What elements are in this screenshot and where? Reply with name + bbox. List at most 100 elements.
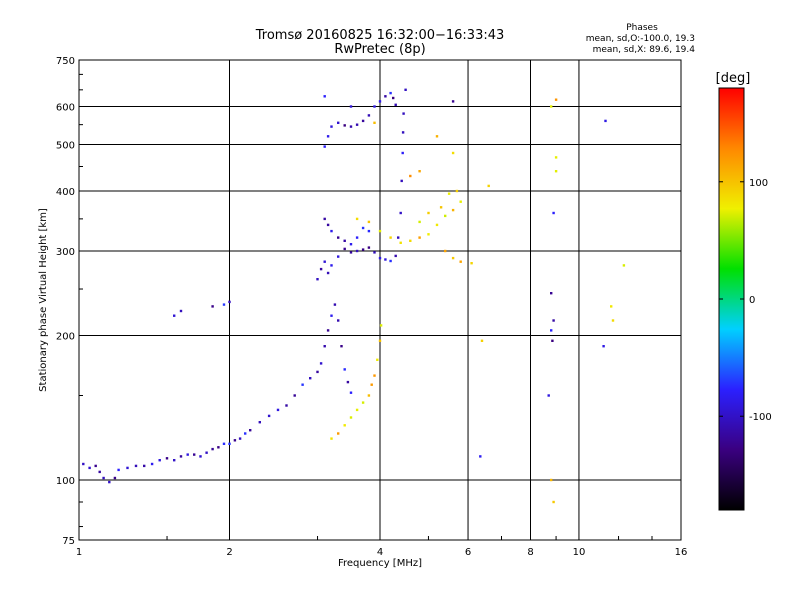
- data-point: [98, 470, 101, 474]
- data-point: [228, 442, 231, 445]
- data-point: [158, 459, 161, 462]
- data-point: [143, 464, 146, 468]
- data-point: [233, 439, 237, 442]
- data-point: [389, 236, 392, 239]
- data-point: [330, 437, 333, 440]
- data-point: [435, 223, 439, 227]
- data-point: [343, 247, 346, 251]
- colorbar-tick-label: -100: [749, 412, 772, 423]
- data-point: [326, 329, 330, 332]
- data-point: [444, 214, 447, 218]
- data-point: [361, 226, 365, 230]
- data-point: [447, 192, 451, 195]
- data-point: [394, 254, 397, 258]
- x-tick-label: 6: [465, 547, 471, 558]
- data-point: [217, 446, 220, 449]
- data-point: [551, 339, 554, 342]
- data-point: [228, 300, 231, 304]
- y-tick-label: 400: [56, 187, 75, 198]
- data-point: [394, 103, 397, 106]
- x-tick-label: 10: [573, 547, 586, 558]
- data-point: [554, 98, 558, 101]
- data-point: [337, 432, 340, 435]
- data-point: [349, 391, 353, 394]
- data-point: [389, 91, 392, 95]
- data-point: [285, 404, 288, 407]
- data-point: [333, 303, 337, 306]
- data-point: [451, 208, 455, 212]
- data-point: [102, 476, 105, 480]
- data-point: [199, 455, 202, 458]
- data-point: [409, 239, 412, 242]
- colorbar-tick-label: 0: [749, 295, 755, 306]
- data-point: [94, 464, 97, 468]
- data-point: [361, 119, 365, 123]
- plot-frame: [78, 59, 682, 541]
- x-axis-ticks: 1 2 4 6 8 10 16: [76, 536, 687, 558]
- data-point: [378, 100, 382, 103]
- data-point: [451, 151, 455, 155]
- data-point: [401, 131, 405, 134]
- data-point: [319, 362, 323, 365]
- data-point: [373, 374, 376, 377]
- data-point: [337, 255, 340, 258]
- y-tick-label: 600: [56, 103, 75, 114]
- y-axis-ticks: 75 100 200 300 400 500 600 750: [56, 56, 83, 547]
- data-point: [267, 414, 271, 418]
- data-point: [367, 229, 371, 233]
- data-point: [409, 174, 412, 178]
- data-point: [610, 305, 613, 308]
- y-axis-label: Stationary phase Virtual Height [km]: [38, 208, 49, 392]
- data-point: [326, 271, 330, 275]
- data-point: [326, 135, 330, 138]
- data-point: [316, 370, 319, 374]
- data-point: [361, 401, 365, 404]
- data-point: [343, 424, 346, 427]
- x-tick-label: 2: [226, 547, 232, 558]
- data-point: [427, 211, 430, 215]
- plot-grid: [79, 60, 681, 540]
- data-point: [349, 243, 353, 246]
- x-tick-label: 1: [76, 547, 82, 558]
- data-point: [402, 112, 405, 115]
- data-point: [343, 239, 346, 242]
- data-point: [400, 179, 403, 183]
- data-point: [392, 96, 395, 100]
- data-point: [179, 455, 183, 458]
- data-point: [238, 437, 242, 440]
- colorbar-ticks: 100 0 -100: [719, 178, 772, 423]
- data-point: [323, 95, 326, 98]
- data-point: [604, 119, 607, 123]
- data-point: [367, 220, 371, 224]
- data-point: [323, 217, 326, 221]
- x-tick-label: 8: [527, 547, 533, 558]
- data-point: [622, 264, 626, 267]
- data-point: [361, 248, 365, 251]
- data-point: [611, 319, 615, 322]
- data-point: [367, 246, 371, 249]
- data-point: [378, 229, 382, 233]
- data-point: [439, 206, 443, 209]
- data-point: [343, 368, 346, 371]
- colorbar: [718, 87, 745, 511]
- data-point: [355, 408, 359, 412]
- y-tick-label: 500: [56, 141, 75, 152]
- data-point: [323, 260, 326, 263]
- data-point: [550, 105, 553, 108]
- data-point: [435, 135, 439, 138]
- data-point: [150, 462, 154, 466]
- data-point: [451, 256, 455, 260]
- data-point: [355, 123, 359, 126]
- data-point: [451, 100, 455, 103]
- data-point: [399, 241, 402, 244]
- data-point: [550, 329, 553, 332]
- data-point: [222, 442, 226, 445]
- x-axis-label: Frequency [MHz]: [338, 558, 422, 569]
- data-point: [404, 88, 407, 91]
- x-tick-label: 4: [377, 547, 383, 558]
- data-point: [418, 220, 421, 224]
- data-point: [367, 394, 371, 397]
- data-point: [108, 480, 111, 484]
- data-point: [397, 236, 400, 239]
